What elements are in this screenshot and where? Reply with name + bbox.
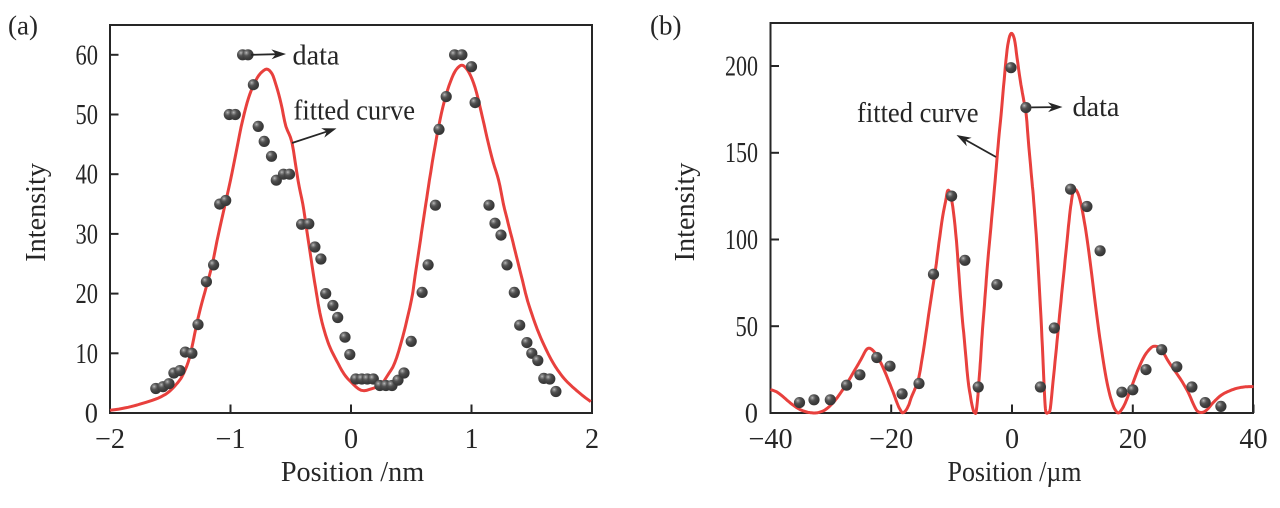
svg-text:10: 10 [76,338,99,370]
svg-text:50: 50 [76,99,99,131]
svg-text:50: 50 [736,311,759,343]
svg-text:100: 100 [725,224,758,256]
svg-text:0: 0 [1005,424,1019,455]
svg-text:1: 1 [464,424,478,455]
svg-text:60: 60 [76,39,99,71]
svg-text:150: 150 [725,137,758,169]
svg-text:Position /nm: Position /nm [281,457,424,488]
svg-text:−40: −40 [748,424,792,455]
svg-text:2: 2 [585,424,599,455]
svg-text:Position /µm: Position /µm [948,457,1082,488]
svg-text:data: data [1073,92,1120,123]
svg-text:Intensity: Intensity [21,163,52,262]
svg-text:data: data [293,41,340,72]
svg-text:fitted curve: fitted curve [857,98,979,129]
svg-text:Intensity: Intensity [670,163,701,262]
svg-text:20: 20 [76,278,99,310]
svg-text:40: 40 [76,159,99,191]
svg-text:20: 20 [1119,424,1147,455]
svg-text:40: 40 [1239,424,1267,455]
svg-text:(a): (a) [8,11,38,41]
svg-text:−20: −20 [869,424,913,455]
svg-text:−1: −1 [216,424,246,455]
svg-text:−2: −2 [95,424,125,455]
svg-text:200: 200 [725,51,758,83]
svg-text:(b): (b) [650,11,681,41]
svg-text:fitted curve: fitted curve [294,95,416,126]
svg-text:0: 0 [344,424,358,455]
svg-text:30: 30 [76,218,99,250]
